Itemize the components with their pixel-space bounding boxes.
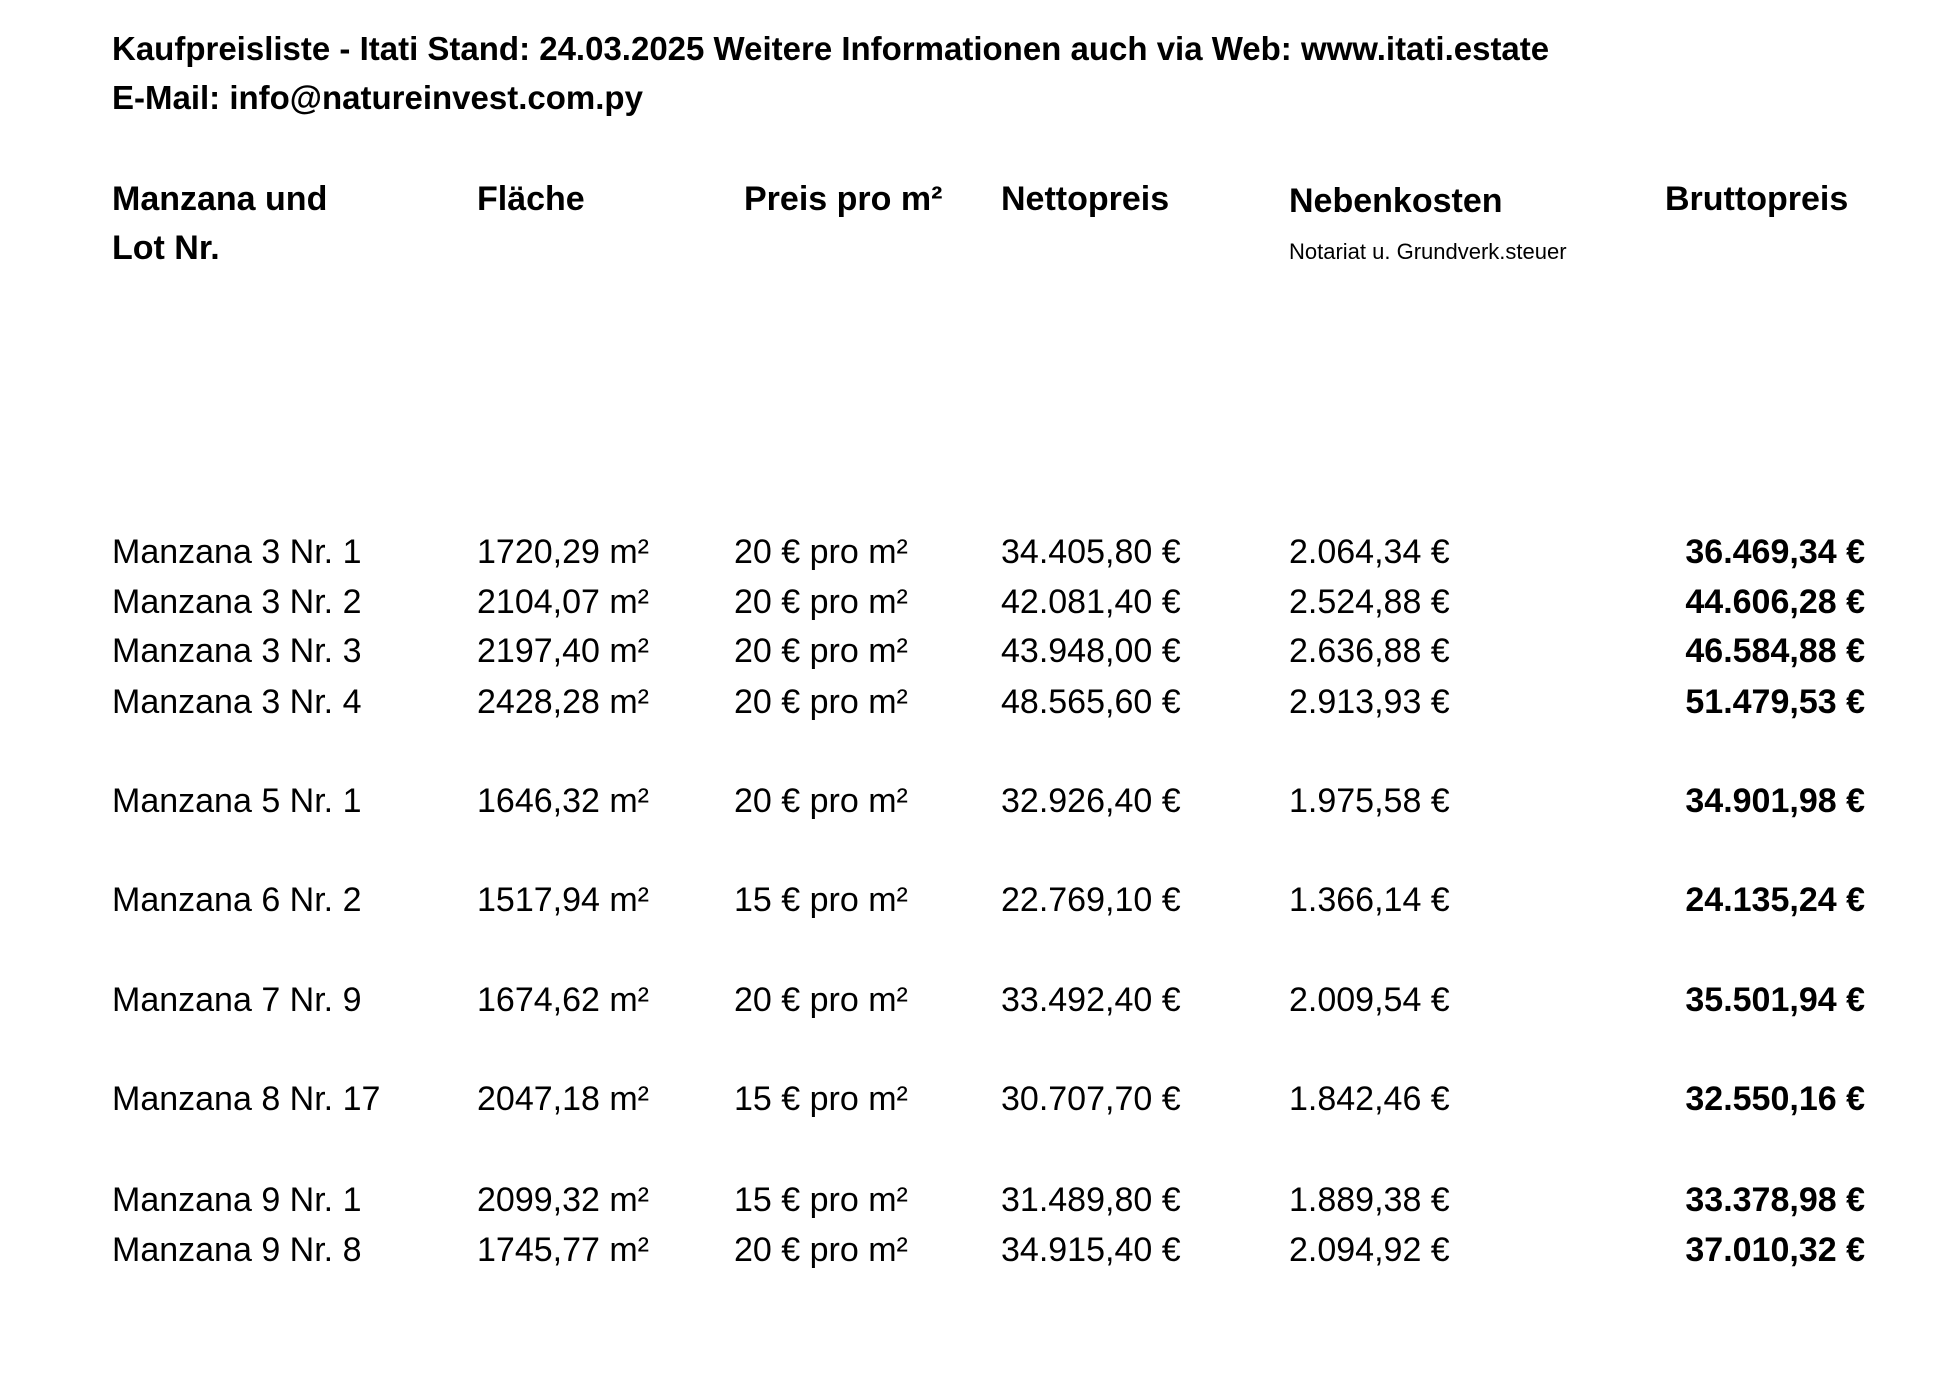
cell-area: 1674,62 m² (477, 981, 649, 1019)
column-subheader-additional-costs: Notariat u. Grundverk.steuer (1289, 239, 1567, 264)
cell-additional-costs: 1.889,38 € (1289, 1181, 1450, 1219)
cell-lot: Manzana 5 Nr. 1 (112, 782, 362, 820)
cell-price-per-sqm: 20 € pro m² (734, 981, 908, 1019)
cell-gross-price: 34.901,98 € (1685, 782, 1865, 820)
cell-gross-price: 36.469,34 € (1685, 533, 1865, 571)
cell-area: 2104,07 m² (477, 583, 649, 621)
cell-gross-price: 37.010,32 € (1685, 1231, 1865, 1269)
cell-net-price: 31.489,80 € (1001, 1181, 1181, 1219)
cell-net-price: 34.915,40 € (1001, 1231, 1181, 1269)
cell-price-per-sqm: 20 € pro m² (734, 533, 908, 571)
cell-gross-price: 46.584,88 € (1685, 632, 1865, 670)
cell-area: 1646,32 m² (477, 782, 649, 820)
cell-lot: Manzana 7 Nr. 9 (112, 981, 362, 1019)
cell-gross-price: 51.479,53 € (1685, 683, 1865, 721)
cell-additional-costs: 1.366,14 € (1289, 881, 1450, 919)
cell-lot: Manzana 3 Nr. 2 (112, 583, 362, 621)
cell-gross-price: 33.378,98 € (1685, 1181, 1865, 1219)
cell-gross-price: 44.606,28 € (1685, 583, 1865, 621)
column-header-net-price: Nettopreis (1001, 180, 1170, 218)
column-header-area: Fläche (477, 180, 585, 218)
cell-net-price: 22.769,10 € (1001, 881, 1181, 919)
column-header-lot-line2: Lot Nr. (112, 229, 220, 267)
cell-additional-costs: 2.913,93 € (1289, 683, 1450, 721)
cell-additional-costs: 2.009,54 € (1289, 981, 1450, 1019)
cell-gross-price: 35.501,94 € (1685, 981, 1865, 1019)
cell-gross-price: 24.135,24 € (1685, 881, 1865, 919)
document-title: Kaufpreisliste - Itati Stand: 24.03.2025… (112, 30, 1550, 67)
cell-additional-costs: 2.524,88 € (1289, 583, 1450, 621)
cell-area: 1517,94 m² (477, 881, 649, 919)
contact-email: E-Mail: info@natureinvest.com.py (112, 79, 643, 116)
cell-price-per-sqm: 20 € pro m² (734, 1231, 908, 1269)
cell-additional-costs: 1.975,58 € (1289, 782, 1450, 820)
cell-additional-costs: 2.064,34 € (1289, 533, 1450, 571)
column-header-lot: Manzana und (112, 180, 328, 218)
cell-price-per-sqm: 15 € pro m² (734, 881, 908, 919)
cell-additional-costs: 1.842,46 € (1289, 1080, 1450, 1118)
cell-net-price: 30.707,70 € (1001, 1080, 1181, 1118)
cell-net-price: 32.926,40 € (1001, 782, 1181, 820)
cell-net-price: 48.565,60 € (1001, 683, 1181, 721)
cell-price-per-sqm: 20 € pro m² (734, 583, 908, 621)
column-header-price-per-sqm: Preis pro m² (744, 180, 943, 218)
cell-area: 1745,77 m² (477, 1231, 649, 1269)
cell-area: 2047,18 m² (477, 1080, 649, 1118)
cell-lot: Manzana 3 Nr. 1 (112, 533, 362, 571)
column-header-additional-costs: Nebenkosten (1289, 182, 1503, 220)
cell-price-per-sqm: 15 € pro m² (734, 1181, 908, 1219)
cell-area: 2099,32 m² (477, 1181, 649, 1219)
cell-lot: Manzana 3 Nr. 4 (112, 683, 362, 721)
cell-lot: Manzana 9 Nr. 8 (112, 1231, 362, 1269)
cell-lot: Manzana 9 Nr. 1 (112, 1181, 362, 1219)
cell-price-per-sqm: 20 € pro m² (734, 632, 908, 670)
cell-net-price: 33.492,40 € (1001, 981, 1181, 1019)
cell-lot: Manzana 6 Nr. 2 (112, 881, 362, 919)
cell-price-per-sqm: 15 € pro m² (734, 1080, 908, 1118)
cell-additional-costs: 2.636,88 € (1289, 632, 1450, 670)
cell-additional-costs: 2.094,92 € (1289, 1231, 1450, 1269)
cell-lot: Manzana 8 Nr. 17 (112, 1080, 381, 1118)
cell-area: 2428,28 m² (477, 683, 649, 721)
cell-area: 2197,40 m² (477, 632, 649, 670)
cell-net-price: 43.948,00 € (1001, 632, 1181, 670)
cell-price-per-sqm: 20 € pro m² (734, 683, 908, 721)
cell-area: 1720,29 m² (477, 533, 649, 571)
cell-gross-price: 32.550,16 € (1685, 1080, 1865, 1118)
cell-net-price: 34.405,80 € (1001, 533, 1181, 571)
cell-lot: Manzana 3 Nr. 3 (112, 632, 362, 670)
cell-net-price: 42.081,40 € (1001, 583, 1181, 621)
cell-price-per-sqm: 20 € pro m² (734, 782, 908, 820)
column-header-gross-price: Bruttopreis (1665, 180, 1849, 218)
